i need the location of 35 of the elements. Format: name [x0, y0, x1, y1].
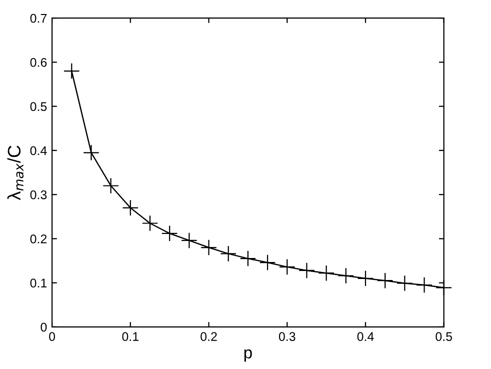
y-tick-label: 0.7	[30, 14, 47, 23]
point	[142, 215, 158, 232]
x-tick-label: 0	[49, 332, 56, 341]
x-tick-label: 0.1	[122, 332, 138, 341]
x-tick-label: 0.4	[357, 332, 374, 341]
x-tick-label: 0.3	[278, 332, 296, 341]
point	[220, 246, 237, 262]
y-tick-label: 0	[40, 322, 47, 332]
x-axis-title: p	[244, 349, 252, 362]
y-tick-label: 0.2	[30, 234, 47, 244]
point	[180, 232, 198, 249]
point	[338, 268, 354, 284]
y-axis-title: λ$_{max}$/C	[7, 146, 24, 200]
point	[298, 262, 315, 279]
point	[161, 225, 178, 242]
y-tick-label: 0.6	[30, 58, 47, 67]
y-tick-label: 0.3	[30, 190, 47, 200]
y-tick-label: 0.4	[30, 146, 47, 156]
point	[102, 178, 120, 194]
point	[318, 264, 335, 282]
point	[357, 270, 374, 287]
x-tick-label: 0.5	[436, 332, 452, 341]
y-tick-label: 0.5	[30, 102, 47, 111]
point	[83, 144, 100, 161]
y-tick-label: 0.1	[30, 278, 47, 288]
point	[259, 254, 276, 271]
point	[63, 62, 80, 80]
point	[416, 276, 432, 294]
point	[278, 258, 296, 276]
point	[200, 239, 217, 256]
point	[376, 272, 394, 289]
point	[240, 250, 256, 267]
point	[122, 200, 139, 216]
x-tick-label: 0.2	[200, 332, 217, 341]
point	[396, 275, 413, 292]
